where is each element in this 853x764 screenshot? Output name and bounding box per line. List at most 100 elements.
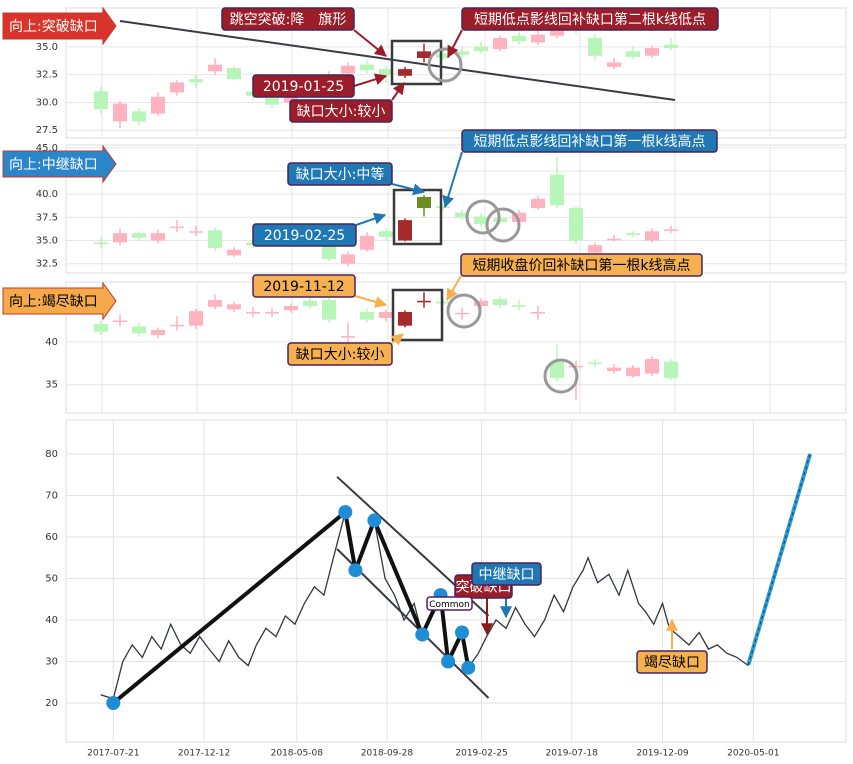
x-tick-label: 2018-09-28 <box>361 749 414 759</box>
y-tick-label: 20 <box>45 698 58 709</box>
annotation-arrow <box>391 183 426 196</box>
candle-body <box>417 51 431 58</box>
candle-body <box>227 249 241 256</box>
x-tick-label: 2018-05-08 <box>271 749 324 759</box>
candle-body <box>474 216 488 224</box>
gap-circle <box>427 47 463 83</box>
candle-body <box>588 362 602 365</box>
candle-body <box>151 329 165 336</box>
candle-body <box>531 311 545 314</box>
candle-body <box>208 64 222 72</box>
candle-body <box>645 48 659 56</box>
candle-body <box>607 367 621 372</box>
candle-body <box>607 62 621 67</box>
candle-body <box>455 312 469 315</box>
trend-line <box>119 20 676 101</box>
candle-body <box>113 233 127 243</box>
candle-body <box>664 44 678 48</box>
candle-body <box>170 82 184 93</box>
annotation-text: 跳空突破:降 旗形 <box>230 12 347 28</box>
annotation-box <box>426 596 473 611</box>
candle-body <box>265 98 279 105</box>
gap-box <box>390 39 443 86</box>
panel-label: 向上:竭尽缺口 <box>9 294 98 310</box>
gap-circle <box>485 207 521 243</box>
y-tick-label: 37.5 <box>36 212 58 223</box>
candle-body <box>170 324 184 327</box>
y-tick-label: 45.0 <box>36 143 58 154</box>
candle-body <box>531 198 545 209</box>
panel-label: 向上:中继缺口 <box>9 157 98 173</box>
x-tick-label: 2017-07-21 <box>87 749 139 759</box>
candle-body <box>664 229 678 231</box>
candle-body <box>94 91 108 110</box>
candle-body <box>151 233 165 241</box>
candle-body <box>113 320 127 323</box>
annotation-box <box>636 650 708 674</box>
annotation-box <box>461 129 718 153</box>
annotation-box <box>287 342 393 366</box>
candle-body <box>360 235 374 250</box>
candle-body <box>436 53 450 58</box>
y-tick-label: 60 <box>45 532 58 543</box>
candle-body <box>455 51 469 55</box>
candle-body <box>189 79 203 83</box>
candle-body <box>360 64 374 71</box>
wave-point <box>415 627 430 642</box>
panel-label-shape <box>2 6 117 46</box>
candle-body <box>94 242 108 245</box>
candle-body <box>398 69 412 76</box>
annotation-arrow <box>353 73 388 87</box>
candle-body <box>645 231 659 241</box>
candle-body <box>512 212 526 222</box>
candle-body <box>379 69 393 75</box>
candle-body <box>170 226 184 229</box>
candle-body <box>284 305 298 311</box>
panel-frame <box>65 281 847 414</box>
x-tick-label: 2019-07-18 <box>546 749 599 759</box>
annotation-text: 2019-02-25 <box>264 228 345 244</box>
y-tick-label: 30.0 <box>36 97 58 108</box>
candle-body <box>455 212 469 218</box>
candle-body <box>550 361 564 378</box>
y-tick-label: 40.0 <box>36 189 58 200</box>
candle-body <box>626 367 640 377</box>
candle-body <box>493 299 507 306</box>
x-tick-label: 2020-05-01 <box>727 749 779 759</box>
candle-body <box>284 93 298 103</box>
annotation-text: 短期低点影线回补缺口第二根k线低点 <box>474 11 706 28</box>
candle-body <box>94 323 108 332</box>
annotation-arrow <box>353 29 387 57</box>
annotation-text: 中继缺口 <box>479 567 535 583</box>
candle-body <box>398 311 412 326</box>
candle-body <box>474 46 488 52</box>
annotation-arrow <box>442 151 463 209</box>
candle-body <box>341 65 355 74</box>
annotation-box <box>289 99 393 123</box>
annotation-text: 2019-01-25 <box>263 79 344 95</box>
annotation-text: 2019-11-12 <box>263 279 344 295</box>
candle-body <box>265 311 279 314</box>
candle-body <box>132 111 146 122</box>
annotation-box <box>252 74 355 98</box>
y-tick-label: 50 <box>45 574 58 585</box>
candle-body <box>531 34 545 43</box>
annotation-box <box>461 7 719 31</box>
candle-body <box>626 233 640 235</box>
channel-line <box>336 548 490 699</box>
candle-body <box>550 26 564 36</box>
panel-label-shape <box>2 144 117 184</box>
wave-point <box>348 563 363 578</box>
candle-body <box>588 38 602 56</box>
annotation-text: 缺口大小:中等 <box>296 166 385 183</box>
candle-body <box>189 231 203 233</box>
candle-body <box>208 230 222 248</box>
candle-body <box>151 96 165 114</box>
y-tick-label: 70 <box>45 491 58 502</box>
annotation-arrow <box>390 333 404 346</box>
candle-body <box>227 68 241 80</box>
candle-body <box>189 311 203 326</box>
gap-circle <box>543 358 579 394</box>
y-tick-label: 35 <box>45 380 58 391</box>
